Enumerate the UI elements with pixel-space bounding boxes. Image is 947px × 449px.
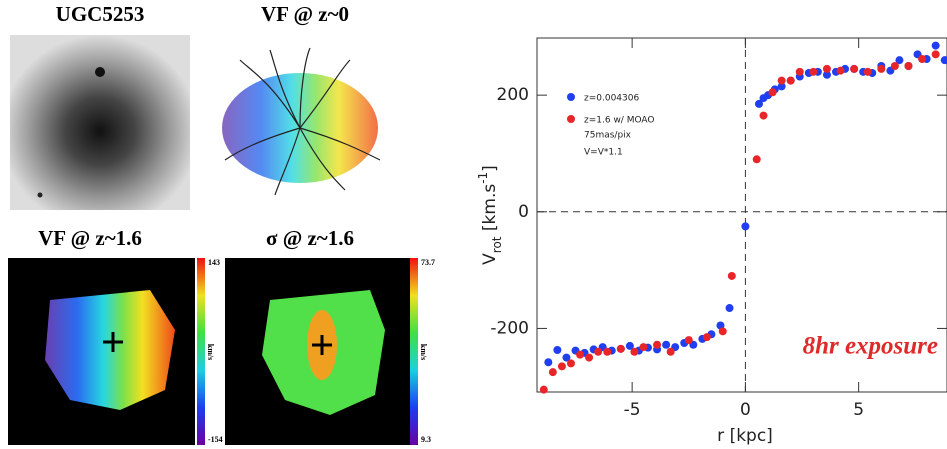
point <box>639 343 648 352</box>
point <box>768 88 777 97</box>
x-tick-label: -5 <box>624 400 641 420</box>
point <box>822 64 831 73</box>
point <box>544 358 553 367</box>
point <box>562 353 571 362</box>
point <box>863 67 872 76</box>
colorbar <box>410 258 418 445</box>
point <box>566 359 575 368</box>
point <box>662 340 671 349</box>
point <box>822 70 831 79</box>
point <box>702 333 711 342</box>
y-tick-label: -200 <box>490 318 529 338</box>
y-axis-label-part: rot <box>490 236 504 253</box>
x-tick-label: 0 <box>740 400 751 420</box>
point <box>850 64 859 73</box>
center-cross <box>103 332 123 352</box>
point <box>931 41 940 50</box>
point <box>904 61 913 70</box>
point <box>759 111 768 120</box>
legend-marker <box>567 93 575 101</box>
point <box>754 99 763 108</box>
point <box>594 347 603 356</box>
point <box>553 346 562 355</box>
panel-title: VF @ z~0 <box>261 2 349 26</box>
point <box>603 347 612 356</box>
point <box>741 222 750 231</box>
legend-marker <box>567 115 575 123</box>
vf-z16-map <box>45 290 175 410</box>
galaxy-image <box>10 35 190 210</box>
point <box>684 336 693 345</box>
y-axis-label-part: [km.s <box>480 184 500 237</box>
star <box>37 192 43 198</box>
point <box>725 304 734 313</box>
point <box>557 362 566 371</box>
point <box>727 271 736 280</box>
point <box>625 341 634 350</box>
annotation: V=V*1.1 <box>584 148 623 158</box>
point <box>630 347 639 356</box>
point <box>576 350 585 359</box>
point <box>877 64 886 73</box>
point <box>795 67 804 76</box>
point <box>809 67 818 76</box>
x-tick-label: 5 <box>853 400 864 420</box>
point <box>548 368 557 377</box>
point <box>585 353 594 362</box>
annotation: 75mas/pix <box>584 131 632 141</box>
point <box>918 54 927 63</box>
star <box>95 67 105 77</box>
point <box>890 61 899 70</box>
y-axis-label: Vrot [km.s-1] <box>476 165 504 265</box>
point <box>666 347 675 356</box>
point <box>836 66 845 75</box>
point <box>931 50 940 59</box>
colorbar-label: 73.7 <box>421 258 435 267</box>
legend-label: z=1.6 w/ MOAO <box>584 116 654 126</box>
point <box>653 340 662 349</box>
colorbar-label: -154 <box>208 435 223 444</box>
point <box>777 82 786 91</box>
point <box>940 56 947 65</box>
colorbar-label: 143 <box>208 258 220 267</box>
point <box>777 76 786 85</box>
velocity-field-z0 <box>222 47 381 196</box>
colorbar-label: km/s <box>419 344 428 360</box>
panel-title: VF @ z~1.6 <box>38 226 142 250</box>
colorbar-label: km/s <box>206 344 215 360</box>
point <box>539 385 548 394</box>
plot-frame <box>536 37 947 393</box>
legend-label: z=0.004306 <box>584 94 639 104</box>
colorbar <box>197 258 205 445</box>
y-axis-label-part: V <box>480 253 500 265</box>
highlight-label: 8hr exposure <box>803 333 938 360</box>
point <box>895 56 904 65</box>
x-axis-label: r [kpc] <box>717 426 773 446</box>
colorbar-label: 9.3 <box>421 435 431 444</box>
panel-title: UGC5253 <box>56 2 145 26</box>
point <box>616 344 625 353</box>
panel-title: σ @ z~1.6 <box>266 226 354 250</box>
y-axis-label-part: -1 <box>476 172 490 184</box>
point <box>718 327 727 336</box>
y-tick-label: 0 <box>518 202 529 222</box>
y-axis-label-part: ] <box>480 165 500 172</box>
center-cross <box>312 335 332 355</box>
point <box>786 76 795 85</box>
point <box>752 155 761 164</box>
y-tick-label: 200 <box>497 85 529 105</box>
